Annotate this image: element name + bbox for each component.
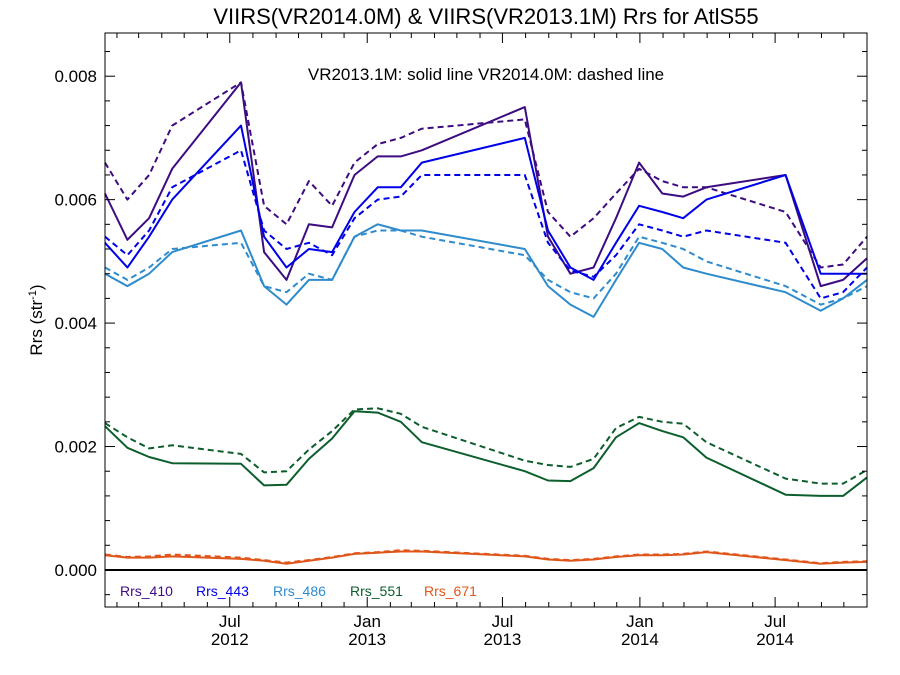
legend-label-rrs-410: Rrs_410 [120,583,173,599]
y-axis-label-main: Rrs (str [27,300,46,356]
legend-label-rrs-671: Rrs_671 [424,583,477,599]
plot-frame [104,32,868,608]
y-tick-label: 0.004 [54,314,97,333]
y-tick-label: 0.002 [54,438,97,457]
y-tick-label: 0.008 [54,67,97,86]
x-tick-label-month: Jan [626,612,653,631]
x-tick-label-month: Jan [354,612,381,631]
y-axis-label-close: ) [27,284,46,290]
y-axis-label: Rrs (str-1) [27,284,46,355]
x-tick-label-month: Jul [219,612,241,631]
legend-label-rrs-443: Rrs_443 [196,583,249,599]
x-tick-label-month: Jul [764,612,786,631]
chart-title: VIIRS(VR2014.0M) & VIIRS(VR2013.1M) Rrs … [213,4,758,29]
x-tick-label-year: 2013 [348,630,386,649]
x-tick-label-year: 2014 [756,630,794,649]
plot-area [104,81,868,565]
series-line-rrs-443-solid [104,124,867,281]
y-tick-label: 0.000 [54,561,97,580]
legend-label-rrs-486: Rrs_486 [273,583,326,599]
x-tick-label-year: 2013 [484,630,522,649]
axes: 0.0000.0020.0040.0060.008Jul2012Jan2013J… [54,32,868,649]
series-line-rrs-486-solid [104,223,868,318]
series-line-rrs-443-dashed [104,149,868,300]
series-line-rrs-551-solid [104,410,868,497]
legend: Rrs_410 Rrs_443 Rrs_486 Rrs_551 Rrs_671 [120,583,477,599]
x-tick-label-month: Jul [492,612,514,631]
x-tick-label-year: 2014 [621,630,659,649]
series-line-rrs-410-dashed [104,81,868,269]
series-line-rrs-410-solid [104,81,868,288]
y-tick-label: 0.006 [54,191,97,210]
x-tick-label-year: 2012 [211,630,249,649]
series-line-rrs-551-dashed [104,407,868,485]
legend-label-rrs-551: Rrs_551 [350,583,403,599]
line-style-annotation: VR2013.1M: solid line VR2014.0M: dashed … [308,65,664,84]
series-line-rrs-671-dashed [104,549,868,565]
y-axis-label-superscript: -1 [27,290,39,300]
series-line-rrs-486-dashed [104,229,868,306]
series-line-rrs-671-solid [104,550,868,565]
